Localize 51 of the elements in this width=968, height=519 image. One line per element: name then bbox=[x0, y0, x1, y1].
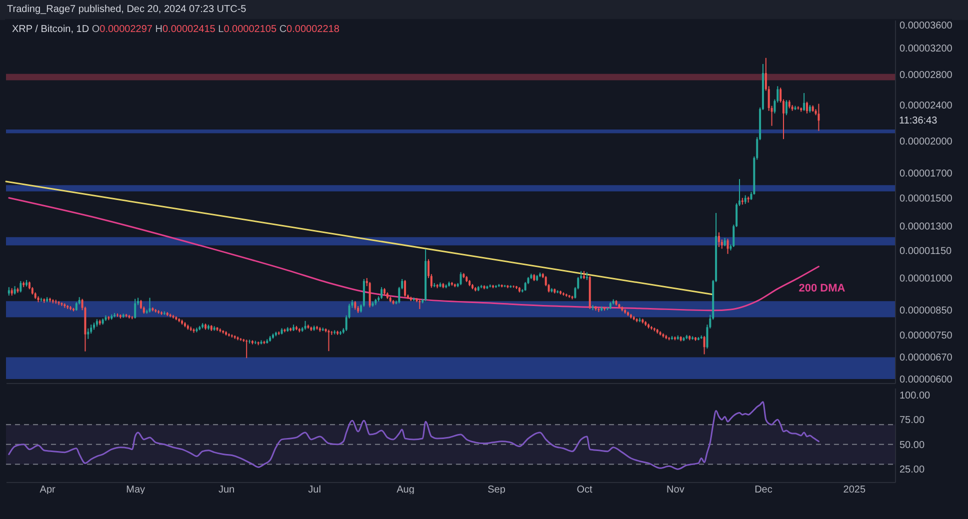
y-tick-label: 50.00 bbox=[900, 440, 925, 451]
chart-subtitle: O0.00002297 H0.00002415 L0.00002105 C0.00002218 bbox=[92, 24, 340, 35]
candlestick bbox=[718, 232, 720, 248]
y-tick-label: 75.00 bbox=[900, 415, 925, 426]
candlestick bbox=[328, 329, 330, 352]
y-tick-label: 0.00001500 bbox=[900, 193, 953, 204]
x-tick-label: 2025 bbox=[843, 484, 866, 496]
line-series bbox=[8, 197, 820, 312]
y-tick-label: 0.00000600 bbox=[900, 374, 953, 386]
candlestick bbox=[87, 328, 90, 340]
candlestick bbox=[380, 286, 383, 300]
x-tick-label: Jun bbox=[218, 484, 235, 496]
candlestick bbox=[586, 272, 588, 281]
y-tick-label: 0.00001300 bbox=[900, 222, 953, 233]
candlestick bbox=[785, 100, 788, 116]
line-series bbox=[8, 401, 820, 470]
candlestick bbox=[20, 280, 22, 293]
y-tick-label: 0.00000670 bbox=[900, 352, 953, 364]
x-tick-label: Dec bbox=[754, 484, 772, 496]
y-tick-label: 0.00001150 bbox=[900, 246, 952, 257]
x-tick-label: Oct bbox=[576, 484, 592, 496]
y-tick-label: 0.00002400 bbox=[900, 100, 953, 112]
y-tick-label: 0.00002000 bbox=[900, 136, 953, 148]
candlestick bbox=[726, 238, 729, 254]
candlestick bbox=[803, 92, 806, 112]
y-tick-label: 0.00000750 bbox=[900, 330, 953, 342]
candlestick bbox=[148, 297, 151, 314]
y-tick-label: 100.00 bbox=[900, 390, 931, 402]
candlestick bbox=[368, 282, 371, 308]
text: Trading_Rage7 published, Dec 20, 2024 07:23 UTC-5 bbox=[7, 4, 246, 16]
y-tick-label: 0.00001700 bbox=[900, 168, 953, 180]
candlestick bbox=[140, 299, 142, 310]
candlestick bbox=[134, 298, 136, 319]
series-label: 200 DMA bbox=[798, 282, 846, 295]
x-tick-label: Nov bbox=[666, 484, 684, 496]
text: 11:36:43 bbox=[899, 116, 938, 127]
candlestick bbox=[703, 335, 706, 355]
candlestick bbox=[806, 101, 808, 114]
x-tick-label: Jul bbox=[308, 484, 321, 496]
candlestick bbox=[460, 272, 462, 286]
candlestick bbox=[404, 280, 406, 298]
candlestick bbox=[116, 312, 118, 318]
chart-title: XRP / Bitcoin, 1D bbox=[12, 24, 90, 35]
y-tick-label: 0.00003600 bbox=[900, 20, 953, 32]
candlestick bbox=[248, 339, 251, 344]
candlestick bbox=[818, 103, 820, 132]
y-tick-label: 25.00 bbox=[900, 464, 925, 476]
y-tick-label: 0.00000850 bbox=[900, 306, 953, 317]
y-tick-label: 0.00001000 bbox=[900, 274, 953, 285]
y-tick-label: 0.00003200 bbox=[900, 44, 953, 55]
y-tick-label: 0.00002800 bbox=[900, 70, 953, 82]
